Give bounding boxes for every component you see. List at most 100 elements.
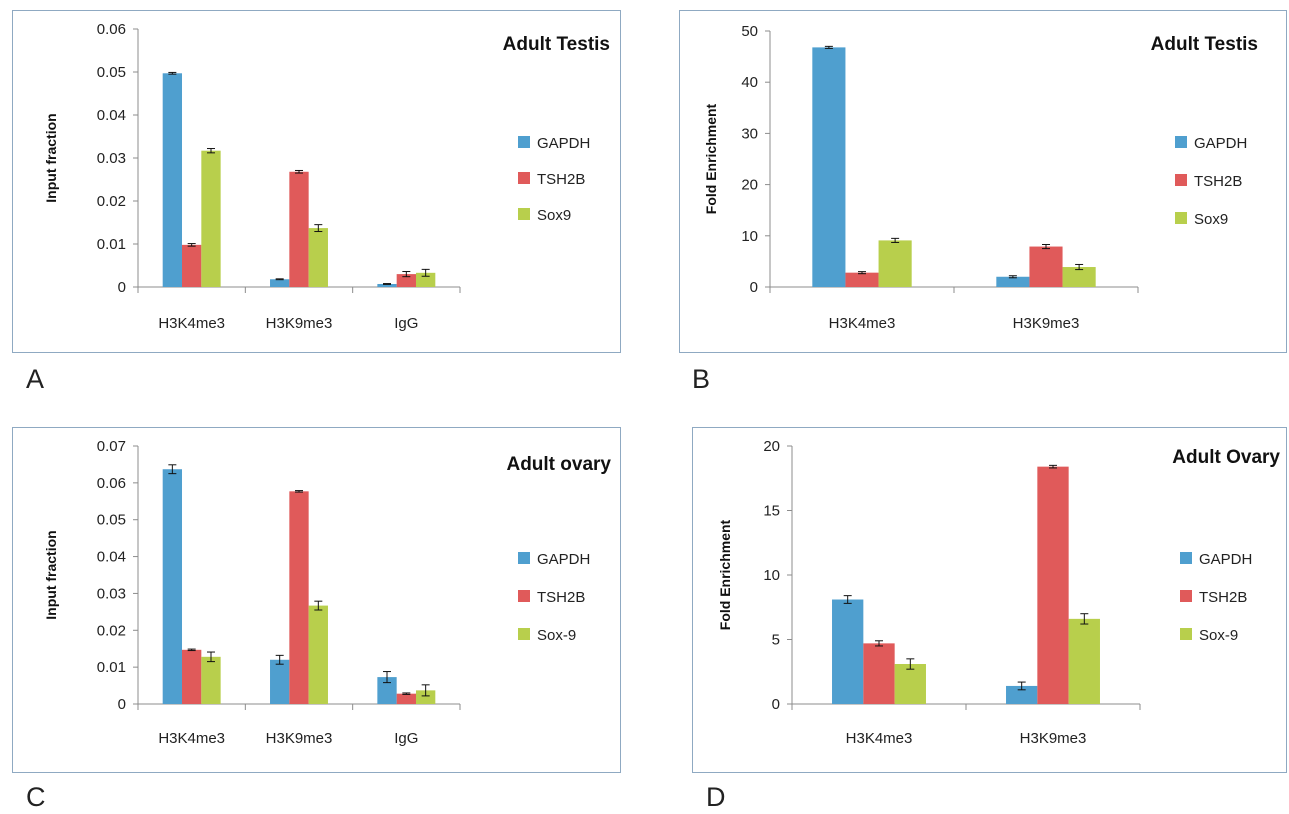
y-tick-label: 0.05 (97, 64, 126, 81)
legend-swatch-tsh2b (518, 590, 530, 602)
y-tick-label: 50 (741, 23, 758, 40)
bar-sox9-h3k9me3 (1062, 267, 1096, 287)
bar-tsh2b-igg (396, 274, 416, 287)
legend-swatch-sox9 (518, 628, 530, 640)
x-tick-label: IgG (394, 730, 418, 747)
bar-sox9-h3k4me3 (201, 150, 221, 287)
y-tick-label: 0.02 (97, 622, 126, 639)
legend-swatch-sox9 (1180, 628, 1192, 640)
legend-swatch-gapdh (1175, 136, 1187, 148)
y-tick-label: 0.06 (97, 475, 126, 492)
legend-label: TSH2B (537, 171, 585, 188)
y-tick-label: 0.04 (97, 107, 126, 124)
y-tick-label: 0.01 (97, 659, 126, 676)
bar-tsh2b-h3k9me3 (289, 491, 309, 704)
bar-tsh2b-h3k9me3 (1037, 466, 1069, 704)
y-axis-label: Input fraction (43, 530, 59, 619)
y-axis-label: Fold Enrichment (703, 103, 719, 214)
legend-swatch-tsh2b (1175, 174, 1187, 186)
bar-tsh2b-h3k4me3 (863, 643, 895, 704)
panel-letter-d: D (706, 782, 726, 812)
panel-letter-c: C (26, 782, 46, 812)
x-tick-label: H3K9me3 (1020, 730, 1087, 747)
legend-swatch-sox9 (518, 208, 530, 220)
bar-gapdh-h3k4me3 (832, 599, 864, 704)
bar-sox9-h3k9me3 (308, 605, 328, 704)
x-tick-label: H3K4me3 (158, 315, 225, 332)
bar-sox9-h3k9me3 (308, 228, 328, 287)
bar-gapdh-h3k9me3 (270, 659, 290, 704)
bar-gapdh-h3k9me3 (1006, 685, 1038, 704)
legend-swatch-gapdh (1180, 552, 1192, 564)
y-tick-label: 0.05 (97, 512, 126, 529)
y-tick-label: 0 (750, 279, 758, 296)
bar-gapdh-igg (377, 283, 397, 287)
bar-sox9-h3k9me3 (1068, 618, 1100, 704)
y-tick-label: 0.01 (97, 236, 126, 253)
chart-title: Adult Testis (503, 34, 610, 55)
legend-label: TSH2B (537, 589, 585, 606)
y-tick-label: 20 (741, 177, 758, 194)
bar-gapdh-h3k4me3 (162, 73, 183, 287)
legend-swatch-gapdh (518, 552, 530, 564)
legend-label: GAPDH (537, 551, 590, 568)
legend-label: TSH2B (1194, 173, 1242, 190)
y-tick-label: 5 (772, 632, 780, 649)
bar-sox9-igg (415, 272, 436, 287)
y-tick-label: 0 (118, 696, 126, 713)
y-tick-label: 30 (741, 125, 758, 142)
bar-tsh2b-h3k4me3 (182, 649, 202, 704)
bar-gapdh-h3k4me3 (162, 469, 183, 704)
chart-title: Adult ovary (506, 454, 611, 475)
bar-gapdh-h3k9me3 (996, 276, 1030, 287)
y-axis-label: Input fraction (43, 113, 59, 202)
y-tick-label: 0.07 (97, 438, 126, 455)
legend-label: GAPDH (1194, 135, 1247, 152)
y-axis-label: Fold Enrichment (717, 519, 733, 630)
bar-sox9-h3k4me3 (878, 240, 912, 287)
bar-tsh2b-h3k9me3 (1029, 246, 1063, 287)
y-tick-label: 0.04 (97, 549, 126, 566)
y-tick-label: 0.03 (97, 585, 126, 602)
x-tick-label: H3K9me3 (1013, 315, 1080, 332)
bar-gapdh-h3k4me3 (812, 47, 846, 287)
y-tick-label: 20 (763, 438, 780, 455)
bar-sox9-h3k4me3 (201, 656, 221, 704)
legend-label: Sox9 (537, 207, 571, 224)
bar-tsh2b-h3k9me3 (289, 171, 309, 287)
x-tick-label: IgG (394, 315, 418, 332)
x-tick-label: H3K9me3 (266, 730, 333, 747)
legend-swatch-tsh2b (1180, 590, 1192, 602)
legend-label: GAPDH (1199, 551, 1252, 568)
y-tick-label: 10 (741, 228, 758, 245)
legend-label: Sox9 (1194, 211, 1228, 228)
y-tick-label: 10 (763, 567, 780, 584)
bar-gapdh-h3k9me3 (270, 279, 290, 287)
legend-label: Sox-9 (1199, 627, 1238, 644)
legend-swatch-tsh2b (518, 172, 530, 184)
x-tick-label: H3K9me3 (266, 315, 333, 332)
chart-title: Adult Ovary (1172, 447, 1280, 468)
legend-swatch-sox9 (1175, 212, 1187, 224)
x-tick-label: H3K4me3 (829, 315, 896, 332)
legend-label: Sox-9 (537, 627, 576, 644)
legend-label: TSH2B (1199, 589, 1247, 606)
y-tick-label: 0.03 (97, 150, 126, 167)
bar-sox9-igg (415, 690, 436, 704)
y-tick-label: 0.06 (97, 21, 126, 38)
bar-tsh2b-h3k4me3 (182, 244, 202, 287)
y-tick-label: 40 (741, 74, 758, 91)
y-tick-label: 0 (118, 279, 126, 296)
bar-gapdh-igg (377, 677, 397, 704)
bar-tsh2b-h3k4me3 (845, 272, 879, 287)
x-tick-label: H3K4me3 (846, 730, 913, 747)
y-tick-label: 0.02 (97, 193, 126, 210)
chart-title: Adult Testis (1151, 34, 1258, 55)
legend-label: GAPDH (537, 135, 590, 152)
bar-sox9-h3k4me3 (894, 664, 926, 704)
y-tick-label: 0 (772, 696, 780, 713)
y-tick-label: 15 (763, 503, 780, 520)
panel-letter-b: B (692, 364, 711, 394)
x-tick-label: H3K4me3 (158, 730, 225, 747)
